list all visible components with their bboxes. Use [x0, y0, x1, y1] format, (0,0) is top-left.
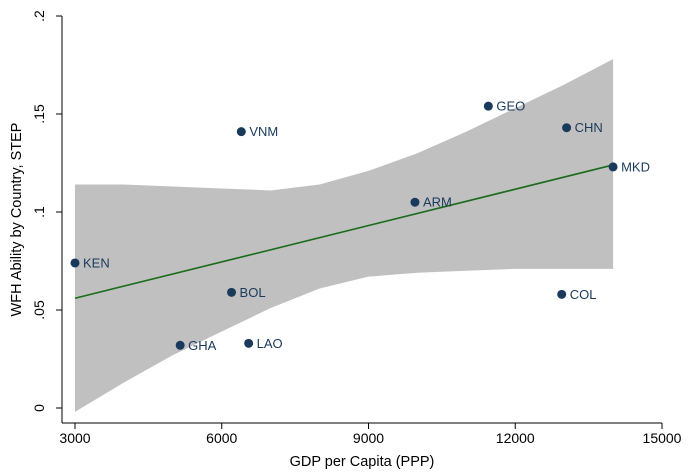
point-label: COL [570, 287, 597, 302]
point-label: BOL [240, 285, 266, 300]
x-tick-label: 6000 [206, 430, 237, 446]
confidence-band-layer [75, 59, 614, 412]
point-marker [483, 101, 493, 111]
data-point: CHN [562, 120, 603, 135]
x-axis-ticks: 3000 6000 9000 12000 15000 [59, 423, 682, 446]
x-tick-label: 9000 [353, 430, 384, 446]
data-point: MKD [608, 159, 650, 174]
point-marker [227, 287, 237, 297]
point-marker [236, 127, 246, 137]
point-label: CHN [575, 120, 603, 135]
data-points: KEN GHA BOL VNM LAO ARM GEO COL CHN MKD [70, 99, 650, 353]
x-tick-label: 12000 [496, 430, 535, 446]
data-point: COL [557, 287, 596, 302]
data-point: KEN [70, 255, 110, 270]
point-label: GHA [188, 338, 217, 353]
point-marker [557, 289, 567, 299]
point-label: ARM [423, 195, 452, 210]
point-label: KEN [83, 255, 110, 270]
data-point: BOL [227, 285, 266, 300]
data-point: LAO [244, 336, 283, 351]
y-tick-label: .15 [31, 104, 47, 124]
fit-line [74, 164, 614, 300]
point-marker [608, 162, 618, 172]
point-label: VNM [249, 124, 278, 139]
fit-line-layer [74, 164, 614, 300]
y-tick-label: .2 [31, 10, 47, 22]
y-tick-label: 0 [31, 404, 47, 412]
x-tick-label: 15000 [643, 430, 682, 446]
point-label: MKD [621, 159, 650, 174]
confidence-band [75, 59, 614, 412]
y-tick-label: .1 [31, 206, 47, 218]
y-axis-ticks: 0 .05 .1 .15 .2 [31, 10, 62, 412]
point-label: LAO [257, 336, 283, 351]
data-point: VNM [236, 124, 278, 139]
x-axis-title: GDP per Capita (PPP) [290, 454, 435, 470]
point-marker [70, 258, 80, 268]
data-point: ARM [410, 195, 452, 210]
y-tick-label: .05 [31, 300, 47, 320]
axes: 0 .05 .1 .15 .2 3000 6000 9000 12000 15000 [31, 10, 682, 446]
point-marker [410, 197, 420, 207]
y-axis-title: WFH Ability by Country, STEP [9, 123, 25, 317]
point-marker [244, 338, 254, 348]
x-tick-label: 3000 [59, 430, 90, 446]
point-marker [562, 123, 572, 133]
data-point: GHA [175, 338, 217, 353]
point-label: GEO [496, 99, 525, 114]
data-point: GEO [483, 99, 525, 114]
point-marker [175, 340, 185, 350]
